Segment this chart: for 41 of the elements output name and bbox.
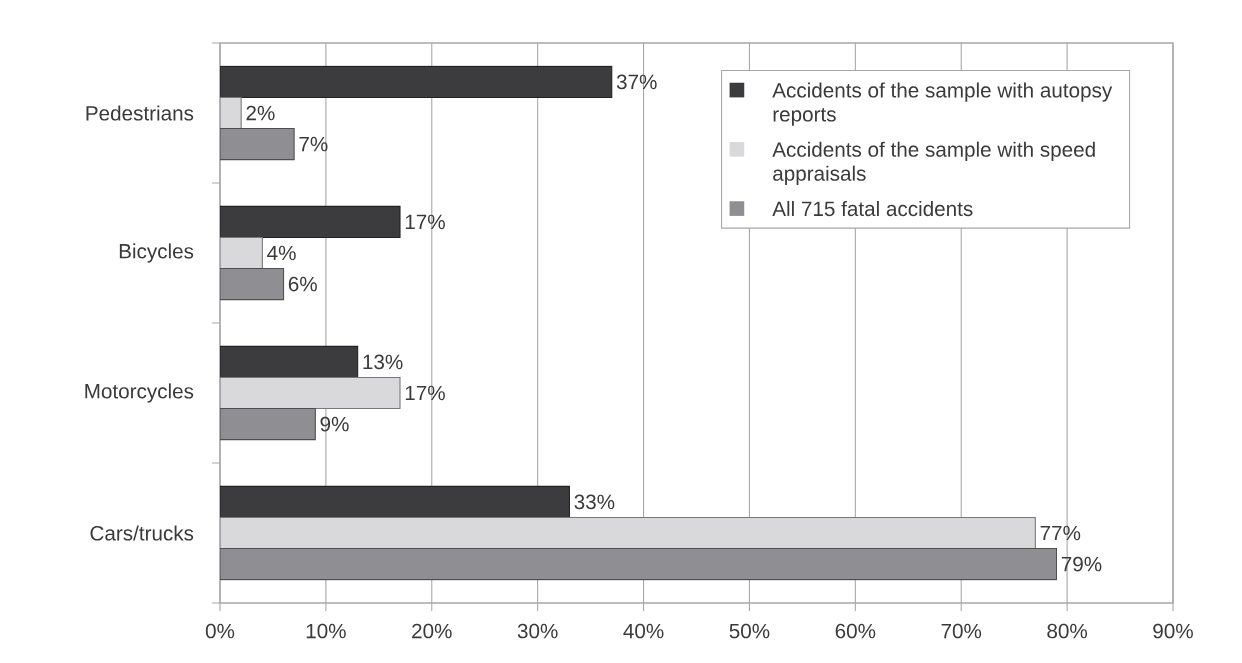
data-label: 17% <box>405 214 445 230</box>
data-label: 4% <box>267 245 296 261</box>
bar <box>220 376 401 410</box>
y-tick-label: Cars/trucks <box>90 525 194 541</box>
y-tick-label: Motorcycles <box>85 383 194 403</box>
data-label: 79% <box>1061 556 1102 572</box>
bar <box>220 236 263 270</box>
data-label: 9% <box>320 416 349 432</box>
data-label: 37% <box>616 74 657 90</box>
bar <box>220 516 1036 550</box>
x-tick-label: 10% <box>306 623 346 639</box>
data-label: 7% <box>299 136 328 152</box>
data-label: 33% <box>574 494 615 510</box>
x-tick-label: 20% <box>412 623 452 639</box>
bar <box>220 96 242 130</box>
x-tick-label: 50% <box>729 623 770 639</box>
bar <box>220 205 401 238</box>
x-tick-label: 40% <box>623 623 664 639</box>
y-tick-label: Bicycles <box>119 243 194 263</box>
y-tick-label: Pedestrians <box>86 105 194 121</box>
x-tick-label: 0% <box>205 623 235 639</box>
bar <box>220 407 316 441</box>
data-label: 13% <box>363 354 403 370</box>
bar <box>220 485 570 518</box>
x-tick-label: 30% <box>517 623 558 639</box>
x-tick-label: 70% <box>941 623 982 639</box>
x-tick-label: 90% <box>1153 623 1193 639</box>
data-label: 2% <box>246 105 275 121</box>
bar <box>220 128 295 161</box>
data-label: 77% <box>1040 525 1081 541</box>
x-tick-label: 80% <box>1047 623 1088 639</box>
x-tick-label: 60% <box>835 623 876 639</box>
data-label: 17% <box>405 385 445 401</box>
legend-label: All 715 fatal accidents <box>772 200 973 217</box>
bar <box>220 268 285 301</box>
data-label: 6% <box>288 276 317 292</box>
bar <box>220 65 613 98</box>
legend-label: Accidents of the sample with speed appraisals <box>772 141 1095 185</box>
bar <box>220 345 359 378</box>
legend-label: Accidents of the sample with autopsy reports <box>772 82 1113 126</box>
bar <box>220 547 1058 581</box>
